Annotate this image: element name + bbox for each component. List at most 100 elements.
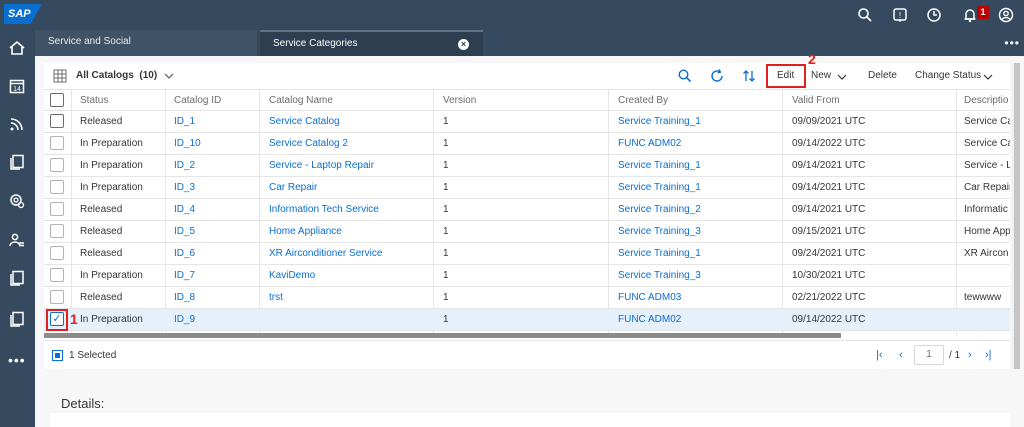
cell-catalog-id[interactable]: ID_8 xyxy=(174,292,196,303)
column-header-catalog-name[interactable]: Catalog Name xyxy=(269,95,333,106)
chevron-down-icon[interactable] xyxy=(164,72,174,80)
more-icon[interactable]: ••• xyxy=(8,352,26,368)
settings-search-icon[interactable] xyxy=(8,192,26,210)
table-row[interactable]: Released ID_1 Service Catalog 1 Service Trai… xyxy=(44,111,1010,133)
search-icon[interactable] xyxy=(857,7,873,23)
feed-icon[interactable] xyxy=(8,115,26,133)
grid-icon[interactable] xyxy=(53,69,67,83)
cell-catalog-name[interactable]: Service - Laptop Repair xyxy=(269,160,375,171)
tab-service-categories[interactable]: Service Categories × xyxy=(260,30,483,56)
clock-icon[interactable] xyxy=(926,7,942,23)
cell-catalog-name[interactable]: Car Repair xyxy=(269,182,318,193)
row-checkbox[interactable] xyxy=(50,290,64,304)
table-row[interactable]: Released ID_8 trst 1 FUNC ADM03 02/21/2022 UT… xyxy=(44,287,1010,309)
new-button[interactable]: New xyxy=(811,70,832,81)
column-header-version[interactable]: Version xyxy=(443,95,477,106)
chevron-down-icon[interactable] xyxy=(983,73,993,81)
row-checkbox[interactable] xyxy=(50,158,64,172)
table-row[interactable]: Released ID_5 Home Appliance 1 Service Train… xyxy=(44,221,1010,243)
sap-logo[interactable]: SAP xyxy=(4,4,42,24)
search-icon[interactable] xyxy=(677,68,693,84)
help-icon[interactable]: ! xyxy=(892,7,908,23)
select-all-checkbox[interactable] xyxy=(50,93,64,107)
next-page-icon[interactable]: › xyxy=(968,349,972,361)
calendar-icon[interactable]: 14 xyxy=(8,77,26,95)
cell-catalog-id[interactable]: ID_9 xyxy=(174,314,196,325)
cell-description: Informatic xyxy=(964,204,1008,215)
cell-catalog-name[interactable]: Information Tech Service xyxy=(269,204,379,215)
cell-created-by[interactable]: Service Training_3 xyxy=(618,226,701,237)
refresh-icon[interactable] xyxy=(709,68,725,84)
row-checkbox-checked[interactable]: ✓ xyxy=(50,312,64,326)
cell-catalog-name[interactable]: KaviDemo xyxy=(269,270,316,281)
cell-catalog-id[interactable]: ID_4 xyxy=(174,204,196,215)
cell-created-by[interactable]: FUNC ADM02 xyxy=(618,138,682,149)
table-row[interactable]: In Preparation ID_3 Car Repair 1 Service Tra… xyxy=(44,177,1010,199)
cell-catalog-name[interactable]: trst xyxy=(269,292,283,303)
cell-catalog-name[interactable]: Service Catalog 2 xyxy=(269,138,348,149)
cell-catalog-id[interactable]: ID_2 xyxy=(174,160,196,171)
cell-catalog-name[interactable]: Home Appliance xyxy=(269,226,342,237)
cell-catalog-id[interactable]: ID_5 xyxy=(174,226,196,237)
cell-created-by[interactable]: Service Training_2 xyxy=(618,204,701,215)
close-icon[interactable]: × xyxy=(458,39,469,50)
cell-catalog-id[interactable]: ID_10 xyxy=(174,138,201,149)
previous-page-icon[interactable]: ‹ xyxy=(899,349,903,361)
cell-catalog-id[interactable]: ID_1 xyxy=(174,116,196,127)
users-icon[interactable] xyxy=(8,231,26,249)
documents-icon[interactable] xyxy=(8,153,26,171)
user-icon[interactable] xyxy=(998,7,1014,23)
row-checkbox[interactable] xyxy=(50,224,64,238)
row-checkbox[interactable] xyxy=(50,136,64,150)
row-checkbox[interactable] xyxy=(50,114,64,128)
cell-created-by[interactable]: Service Training_1 xyxy=(618,116,701,127)
column-header-catalog-id[interactable]: Catalog ID xyxy=(174,95,222,106)
cell-created-by[interactable]: FUNC ADM03 xyxy=(618,292,682,303)
documents-icon-3[interactable] xyxy=(8,310,26,328)
row-checkbox[interactable] xyxy=(50,246,64,260)
horizontal-scrollbar[interactable] xyxy=(44,333,841,338)
cell-catalog-id[interactable]: ID_7 xyxy=(174,270,196,281)
cell-version: 1 xyxy=(443,292,449,303)
cell-created-by[interactable]: FUNC ADM02 xyxy=(618,314,682,325)
cell-version: 1 xyxy=(443,314,449,325)
tab-service-and-social[interactable]: Service and Social xyxy=(35,30,257,56)
delete-button[interactable]: Delete xyxy=(868,70,897,81)
cell-description: Service - L xyxy=(964,160,1010,171)
table-row[interactable]: Released ID_6 XR Airconditioner Service 1 Se… xyxy=(44,243,1010,265)
first-page-icon[interactable]: |‹ xyxy=(876,349,883,361)
change-status-button[interactable]: Change Status xyxy=(915,70,982,81)
cell-catalog-id[interactable]: ID_6 xyxy=(174,248,196,259)
page-number-input[interactable]: 1 xyxy=(914,345,944,365)
cell-catalog-id[interactable]: ID_3 xyxy=(174,182,196,193)
row-checkbox[interactable] xyxy=(50,180,64,194)
table-row[interactable]: Released ID_4 Information Tech Service 1 Ser… xyxy=(44,199,1010,221)
table-row[interactable]: ✓ 1 In Preparation ID_9 1 FUNC ADM02 09/14/202… xyxy=(44,309,1010,331)
cell-created-by[interactable]: Service Training_1 xyxy=(618,160,701,171)
last-page-icon[interactable]: ›| xyxy=(985,349,992,361)
column-header-valid-from[interactable]: Valid From xyxy=(792,95,840,106)
cell-created-by[interactable]: Service Training_3 xyxy=(618,270,701,281)
cell-created-by[interactable]: Service Training_1 xyxy=(618,248,701,259)
table-row[interactable]: In Preparation ID_2 Service - Laptop Repai… xyxy=(44,155,1010,177)
table-row[interactable]: In Preparation ID_10 Service Catalog 2 1 FUN… xyxy=(44,133,1010,155)
documents-icon-2[interactable] xyxy=(8,269,26,287)
column-header-status[interactable]: Status xyxy=(80,95,109,106)
cell-description: XR Aircon xyxy=(964,248,1009,259)
edit-button[interactable]: Edit xyxy=(777,70,795,81)
table-row[interactable]: In Preparation ID_7 KaviDemo 1 Service Train… xyxy=(44,265,1010,287)
vertical-scrollbar[interactable] xyxy=(1014,63,1020,369)
row-checkbox[interactable] xyxy=(50,268,64,282)
cell-catalog-name[interactable]: XR Airconditioner Service xyxy=(269,248,383,259)
home-icon[interactable] xyxy=(8,39,26,57)
row-checkbox[interactable] xyxy=(50,202,64,216)
sort-icon[interactable] xyxy=(741,68,757,84)
cell-catalog-name[interactable]: Service Catalog xyxy=(269,116,340,127)
cell-created-by[interactable]: Service Training_1 xyxy=(618,182,701,193)
column-header-description[interactable]: Descriptio xyxy=(964,95,1009,106)
bell-icon[interactable] xyxy=(962,7,978,23)
cell-version: 1 xyxy=(443,160,449,171)
column-header-created-by[interactable]: Created By xyxy=(618,95,669,106)
more-tabs-icon[interactable]: ••• xyxy=(1004,36,1020,50)
chevron-down-icon[interactable] xyxy=(837,73,847,81)
